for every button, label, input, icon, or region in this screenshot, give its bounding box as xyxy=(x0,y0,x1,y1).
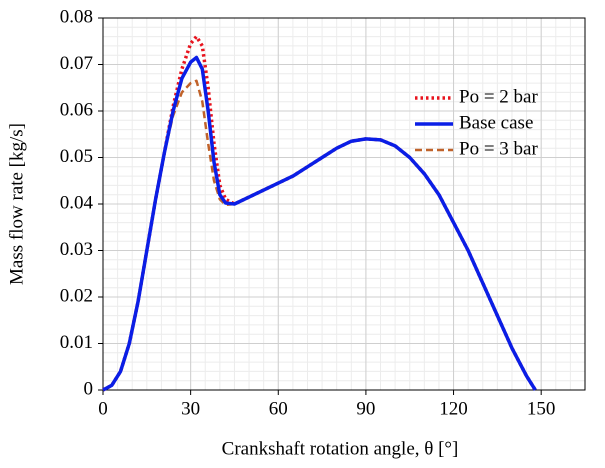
series-line xyxy=(102,55,537,392)
y-tick-label: 0.03 xyxy=(60,239,93,260)
x-axis-label: Crankshaft rotation angle, θ [°] xyxy=(222,438,459,459)
y-tick-label: 0.04 xyxy=(60,192,94,213)
y-tick-label: 0.08 xyxy=(60,6,93,27)
x-tick-label: 60 xyxy=(269,398,288,419)
legend-label: Po = 2 bar xyxy=(459,86,538,107)
x-tick-label: 150 xyxy=(527,398,556,419)
legend-label: Po = 3 bar xyxy=(459,138,538,159)
y-tick-label: 0 xyxy=(84,378,94,399)
y-tick-label: 0.06 xyxy=(60,99,93,120)
y-axis-label: Mass flow rate [kg/s] xyxy=(6,123,27,285)
y-tick-label: 0.07 xyxy=(60,53,93,74)
y-tick-label: 0.01 xyxy=(60,332,93,353)
x-tick-label: 0 xyxy=(98,398,108,419)
y-tick-label: 0.02 xyxy=(60,285,93,306)
y-tick-label: 0.05 xyxy=(60,146,93,167)
x-tick-label: 120 xyxy=(439,398,468,419)
plot-frame xyxy=(102,17,586,391)
legend-label: Base case xyxy=(459,112,533,133)
x-tick-label: 90 xyxy=(356,398,375,419)
x-tick-label: 30 xyxy=(181,398,200,419)
